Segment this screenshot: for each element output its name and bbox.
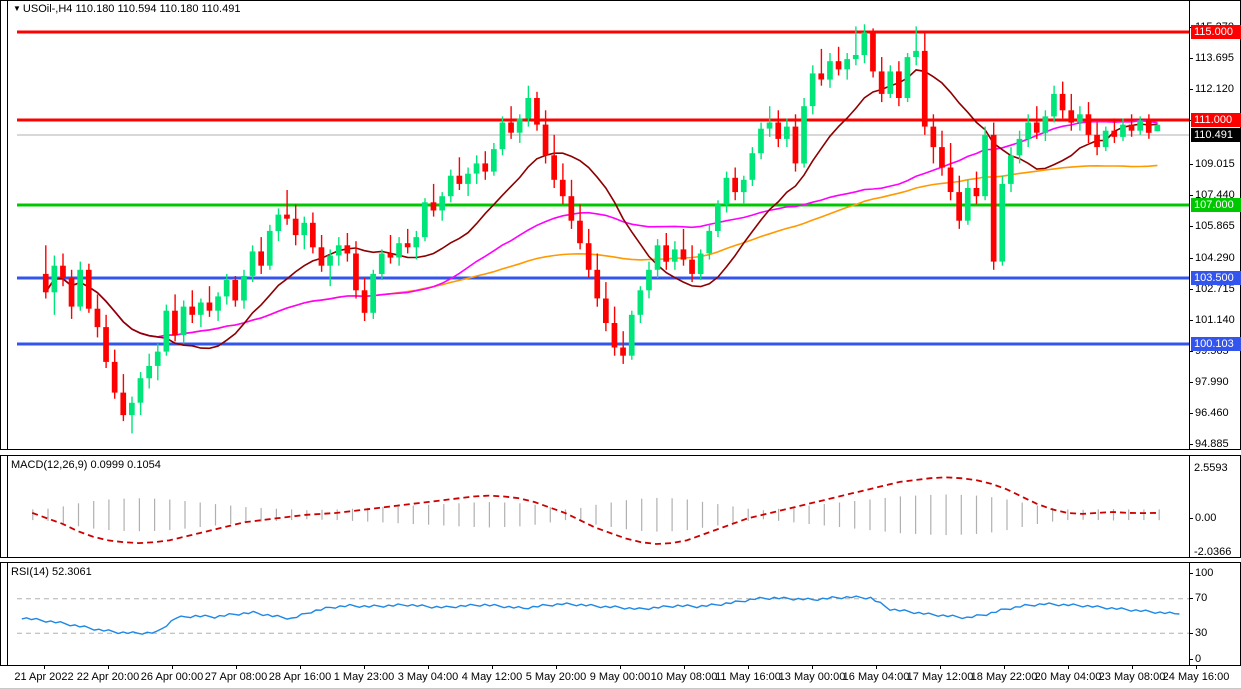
macd-histogram (32, 494, 1160, 536)
price-y-tick: 102.715 (1189, 283, 1235, 295)
time-axis-tick: 13 May 00:00 (778, 671, 846, 683)
price-panel-inner: ▼ USOil-,H4 110.180 110.594 110.180 110.4… (3, 1, 1241, 450)
macd-panel-header: MACD(12,26,9) 0.0999 0.1054 (11, 459, 161, 471)
level-line-support-103-5 (17, 276, 1189, 280)
macd-plot-area[interactable] (17, 458, 1189, 555)
macd-axis-separator (1189, 456, 1190, 557)
time-axis-tickmark (748, 666, 749, 669)
rsi-panel-inner: RSI(14) 52.3061 100 70 30 0 (3, 563, 1240, 665)
price-y-tick: 113.695 (1189, 52, 1234, 64)
level-line-resistance-111 (17, 118, 1189, 122)
time-axis-tickmark (44, 666, 45, 669)
rsi-y-tick: 70 (1189, 592, 1207, 604)
price-y-tick: 112.120 (1189, 83, 1234, 95)
price-panel-header: ▼ USOil-,H4 110.180 110.594 110.180 110.4… (13, 3, 240, 15)
time-axis-tickmark (812, 666, 813, 669)
macd-y-tick: -2.0366 (1194, 546, 1232, 558)
time-axis-tick: 9 May 00:00 (589, 671, 651, 683)
time-axis-tickmark (300, 666, 301, 669)
price-y-tick: 109.015 (1189, 158, 1235, 170)
level-line-support-100-103 (17, 342, 1189, 346)
rsi-y-axis: 100 70 30 0 (1189, 563, 1241, 665)
time-axis-tickmark (620, 666, 621, 669)
price-panel-left-rail (3, 1, 8, 449)
time-axis-tick: 20 May 04:00 (1034, 671, 1102, 683)
price-level-badge[interactable]: 103.500 (1191, 271, 1241, 285)
macd-svg (31, 476, 1160, 545)
price-y-tick: 96.460 (1189, 407, 1229, 419)
time-axis-tick: 17 May 12:00 (906, 671, 974, 683)
time-axis-tick: 22 Apr 20:00 (76, 671, 140, 683)
candle-series (42, 24, 1161, 434)
macd-panel-left-rail (3, 456, 8, 557)
level-line-current-price-line (17, 134, 1189, 136)
time-axis-tick: 5 May 20:00 (525, 671, 587, 683)
price-y-axis[interactable]: 115.270113.695112.120110.545109.015107.4… (1189, 1, 1241, 450)
time-axis-tickmark (172, 666, 173, 669)
time-axis-tickmark (556, 666, 557, 669)
price-candles-svg (17, 24, 1189, 434)
level-line-resistance-115 (17, 30, 1189, 34)
rsi-y-tick: 100 (1189, 567, 1213, 579)
time-axis-tick: 18 May 22:00 (970, 671, 1038, 683)
price-level-badge[interactable]: 111.000 (1191, 113, 1241, 127)
time-axis-tick: 26 Apr 00:00 (140, 671, 204, 683)
price-y-tick: 104.290 (1189, 252, 1235, 264)
level-line-support-107 (17, 203, 1189, 207)
time-axis-tickmark (364, 666, 365, 669)
price-level-badge[interactable]: 110.491 (1191, 128, 1241, 142)
rsi-svg (17, 595, 1189, 635)
price-plot-area[interactable] (17, 15, 1189, 447)
macd-y-axis: 2.5593 0.00 -2.0366 (1189, 456, 1241, 558)
collapse-caret-icon[interactable]: ▼ (13, 4, 21, 13)
time-axis-tickmark (1004, 666, 1005, 669)
time-axis-tick: 21 Apr 2022 (14, 671, 74, 683)
time-axis-tick: 4 May 12:00 (461, 671, 523, 683)
macd-panel: MACD(12,26,9) 0.0999 0.1054 2.5593 0.00 -2… (0, 455, 1241, 558)
time-axis-tickmark (492, 666, 493, 669)
rsi-y-tick: 30 (1189, 627, 1207, 639)
macd-panel-inner: MACD(12,26,9) 0.0999 0.1054 2.5593 0.00 -2… (3, 456, 1241, 558)
time-axis-tickmark (1132, 666, 1133, 669)
price-level-badge[interactable]: 107.000 (1191, 198, 1241, 212)
price-axis-separator (1189, 1, 1190, 449)
rsi-line (21, 595, 1180, 635)
rsi-axis-separator (1189, 563, 1190, 665)
rsi-panel: RSI(14) 52.3061 100 70 30 0 (0, 562, 1241, 666)
time-axis-tickmark (108, 666, 109, 669)
time-axis-tickmark (940, 666, 941, 669)
time-axis-tickmark (876, 666, 877, 669)
time-axis-tick: 10 May 08:00 (650, 671, 718, 683)
time-axis-tickmark (236, 666, 237, 669)
time-axis[interactable]: 21 Apr 2022 22 Apr 20:00 26 Apr 00:00 27 Ap… (0, 666, 1241, 689)
price-y-tick: 105.865 (1189, 220, 1235, 232)
time-axis-tickmark (1196, 666, 1197, 669)
price-y-tick: 101.140 (1189, 314, 1235, 326)
time-axis-tick: 11 May 16:00 (715, 671, 781, 683)
time-axis-tick: 27 Apr 08:00 (204, 671, 268, 683)
rsi-y-tick: 0 (1189, 653, 1201, 665)
time-axis-tick: 16 May 04:00 (842, 671, 910, 683)
time-axis-tickmark (1068, 666, 1069, 669)
price-level-badge[interactable]: 100.103 (1191, 337, 1241, 351)
price-header-text: USOil-,H4 110.180 110.594 110.180 110.49… (22, 3, 241, 15)
price-y-tick: 97.990 (1189, 376, 1229, 388)
price-panel: ▼ USOil-,H4 110.180 110.594 110.180 110.4… (0, 0, 1241, 450)
macd-y-tick: 2.5593 (1194, 462, 1228, 474)
rsi-plot-area[interactable] (17, 565, 1189, 663)
rsi-panel-header: RSI(14) 52.3061 (11, 566, 92, 578)
time-axis-tick: 3 May 04:00 (397, 671, 459, 683)
time-axis-tick: 28 Apr 16:00 (268, 671, 332, 683)
price-level-badge[interactable]: 115.000 (1191, 25, 1241, 39)
time-axis-tick: 23 May 08:00 (1098, 671, 1166, 683)
time-axis-tick: 1 May 23:00 (333, 671, 395, 683)
price-y-tick: 94.885 (1189, 438, 1229, 450)
macd-y-tick: 0.00 (1189, 512, 1216, 524)
macd-signal-line (31, 476, 1159, 545)
time-axis-tickmark (684, 666, 685, 669)
time-axis-tick: 24 May 16:00 (1162, 671, 1230, 683)
time-axis-tickmark (428, 666, 429, 669)
rsi-panel-left-rail (3, 563, 8, 665)
